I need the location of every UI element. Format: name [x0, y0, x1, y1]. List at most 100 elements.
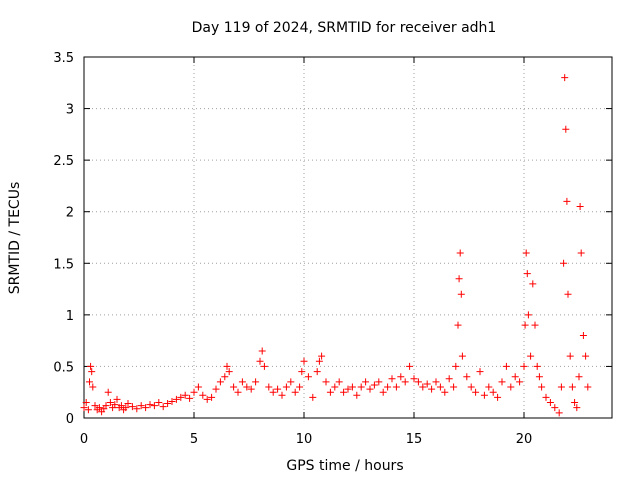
- data-point-marker: [562, 125, 570, 133]
- data-point-marker: [498, 378, 506, 386]
- data-point-marker: [104, 388, 112, 396]
- data-point-marker: [234, 388, 242, 396]
- data-point-marker: [186, 394, 194, 402]
- data-point-marker: [194, 383, 202, 391]
- data-point-marker: [472, 388, 480, 396]
- data-point-marker: [265, 383, 273, 391]
- data-point-marker: [522, 249, 530, 257]
- data-point-marker: [177, 393, 185, 401]
- data-point-marker: [252, 378, 260, 386]
- chart-title: Day 119 of 2024, SRMTID for receiver adh…: [192, 20, 497, 36]
- data-point-marker: [159, 403, 167, 411]
- data-point-marker: [551, 404, 559, 412]
- data-point-marker: [315, 357, 323, 365]
- data-point-marker: [223, 362, 231, 370]
- data-point-marker: [313, 368, 321, 376]
- data-point-marker: [441, 388, 449, 396]
- data-point-marker: [326, 388, 334, 396]
- x-tick-label: 0: [80, 432, 88, 447]
- data-point-marker: [238, 378, 246, 386]
- data-point-marker: [150, 402, 158, 410]
- data-point-marker: [102, 402, 110, 410]
- data-point-marker: [362, 378, 370, 386]
- data-point-marker: [133, 405, 141, 413]
- data-point-marker: [89, 383, 97, 391]
- data-point-marker: [357, 383, 365, 391]
- data-point-marker: [397, 373, 405, 381]
- x-axis-label: GPS time / hours: [286, 458, 403, 474]
- data-point-marker: [190, 388, 198, 396]
- data-point-marker: [524, 311, 532, 319]
- data-point-marker: [507, 383, 515, 391]
- data-point-marker: [561, 74, 569, 82]
- data-point-marker: [95, 404, 103, 412]
- data-point-marker: [455, 275, 463, 283]
- y-tick-label: 0: [66, 412, 74, 427]
- data-point-marker: [203, 395, 211, 403]
- data-point-marker: [366, 385, 374, 393]
- data-point-marker: [298, 368, 306, 376]
- y-tick-label: 2.5: [53, 154, 74, 169]
- data-point-marker: [370, 381, 378, 389]
- data-point-marker: [124, 400, 132, 408]
- data-point-marker: [419, 383, 427, 391]
- y-tick-label: 0.5: [53, 360, 74, 375]
- data-point-marker: [392, 383, 400, 391]
- data-point-marker: [502, 362, 510, 370]
- y-tick-label: 1.5: [53, 257, 74, 272]
- axis-tick-labels: 0 0.5 1 1.5 2 2.5 3 3.5 0 5 10 15 20: [53, 51, 532, 447]
- data-point-marker: [278, 391, 286, 399]
- data-point-marker: [128, 403, 136, 411]
- data-point-marker: [450, 383, 458, 391]
- x-tick-label: 15: [406, 432, 423, 447]
- data-point-marker: [476, 368, 484, 376]
- data-point-marker: [91, 402, 99, 410]
- data-point-marker: [300, 357, 308, 365]
- data-point-marker: [269, 388, 277, 396]
- y-tick-label: 1: [66, 309, 74, 324]
- data-point-marker: [566, 352, 574, 360]
- y-axis-label: SRMTID / TECUs: [7, 182, 23, 295]
- data-point-marker: [142, 404, 150, 412]
- data-point-marker: [258, 347, 266, 355]
- data-point-marker: [82, 399, 90, 407]
- data-point-marker: [172, 395, 180, 403]
- data-point-marker: [80, 404, 88, 412]
- data-point-marker: [291, 388, 299, 396]
- data-point-marker: [576, 203, 584, 211]
- data-point-marker: [563, 197, 571, 205]
- data-point-marker: [428, 385, 436, 393]
- data-point-marker: [221, 373, 229, 381]
- data-point-marker: [247, 385, 255, 393]
- data-point-marker: [467, 383, 475, 391]
- data-point-marker: [353, 391, 361, 399]
- data-point-marker: [137, 402, 145, 410]
- data-points: [80, 74, 592, 417]
- data-point-marker: [216, 378, 224, 386]
- data-point-marker: [340, 388, 348, 396]
- data-point-marker: [527, 352, 535, 360]
- data-point-marker: [168, 397, 176, 405]
- data-point-marker: [243, 383, 251, 391]
- data-point-marker: [456, 249, 464, 257]
- data-point-marker: [511, 373, 519, 381]
- data-point-marker: [575, 373, 583, 381]
- data-point-marker: [516, 378, 524, 386]
- data-point-marker: [375, 378, 383, 386]
- data-point-marker: [106, 399, 114, 407]
- data-point-marker: [463, 373, 471, 381]
- data-point-marker: [494, 393, 502, 401]
- data-point-marker: [230, 383, 238, 391]
- data-point-marker: [335, 378, 343, 386]
- data-point-marker: [86, 378, 93, 386]
- data-point-marker: [564, 290, 572, 298]
- data-point-marker: [388, 375, 396, 383]
- data-point-marker: [414, 378, 422, 386]
- data-point-marker: [445, 375, 453, 383]
- data-point-marker: [485, 383, 493, 391]
- data-point-marker: [181, 391, 189, 399]
- data-point-marker: [568, 383, 576, 391]
- data-point-marker: [318, 352, 326, 360]
- data-point-marker: [260, 362, 268, 370]
